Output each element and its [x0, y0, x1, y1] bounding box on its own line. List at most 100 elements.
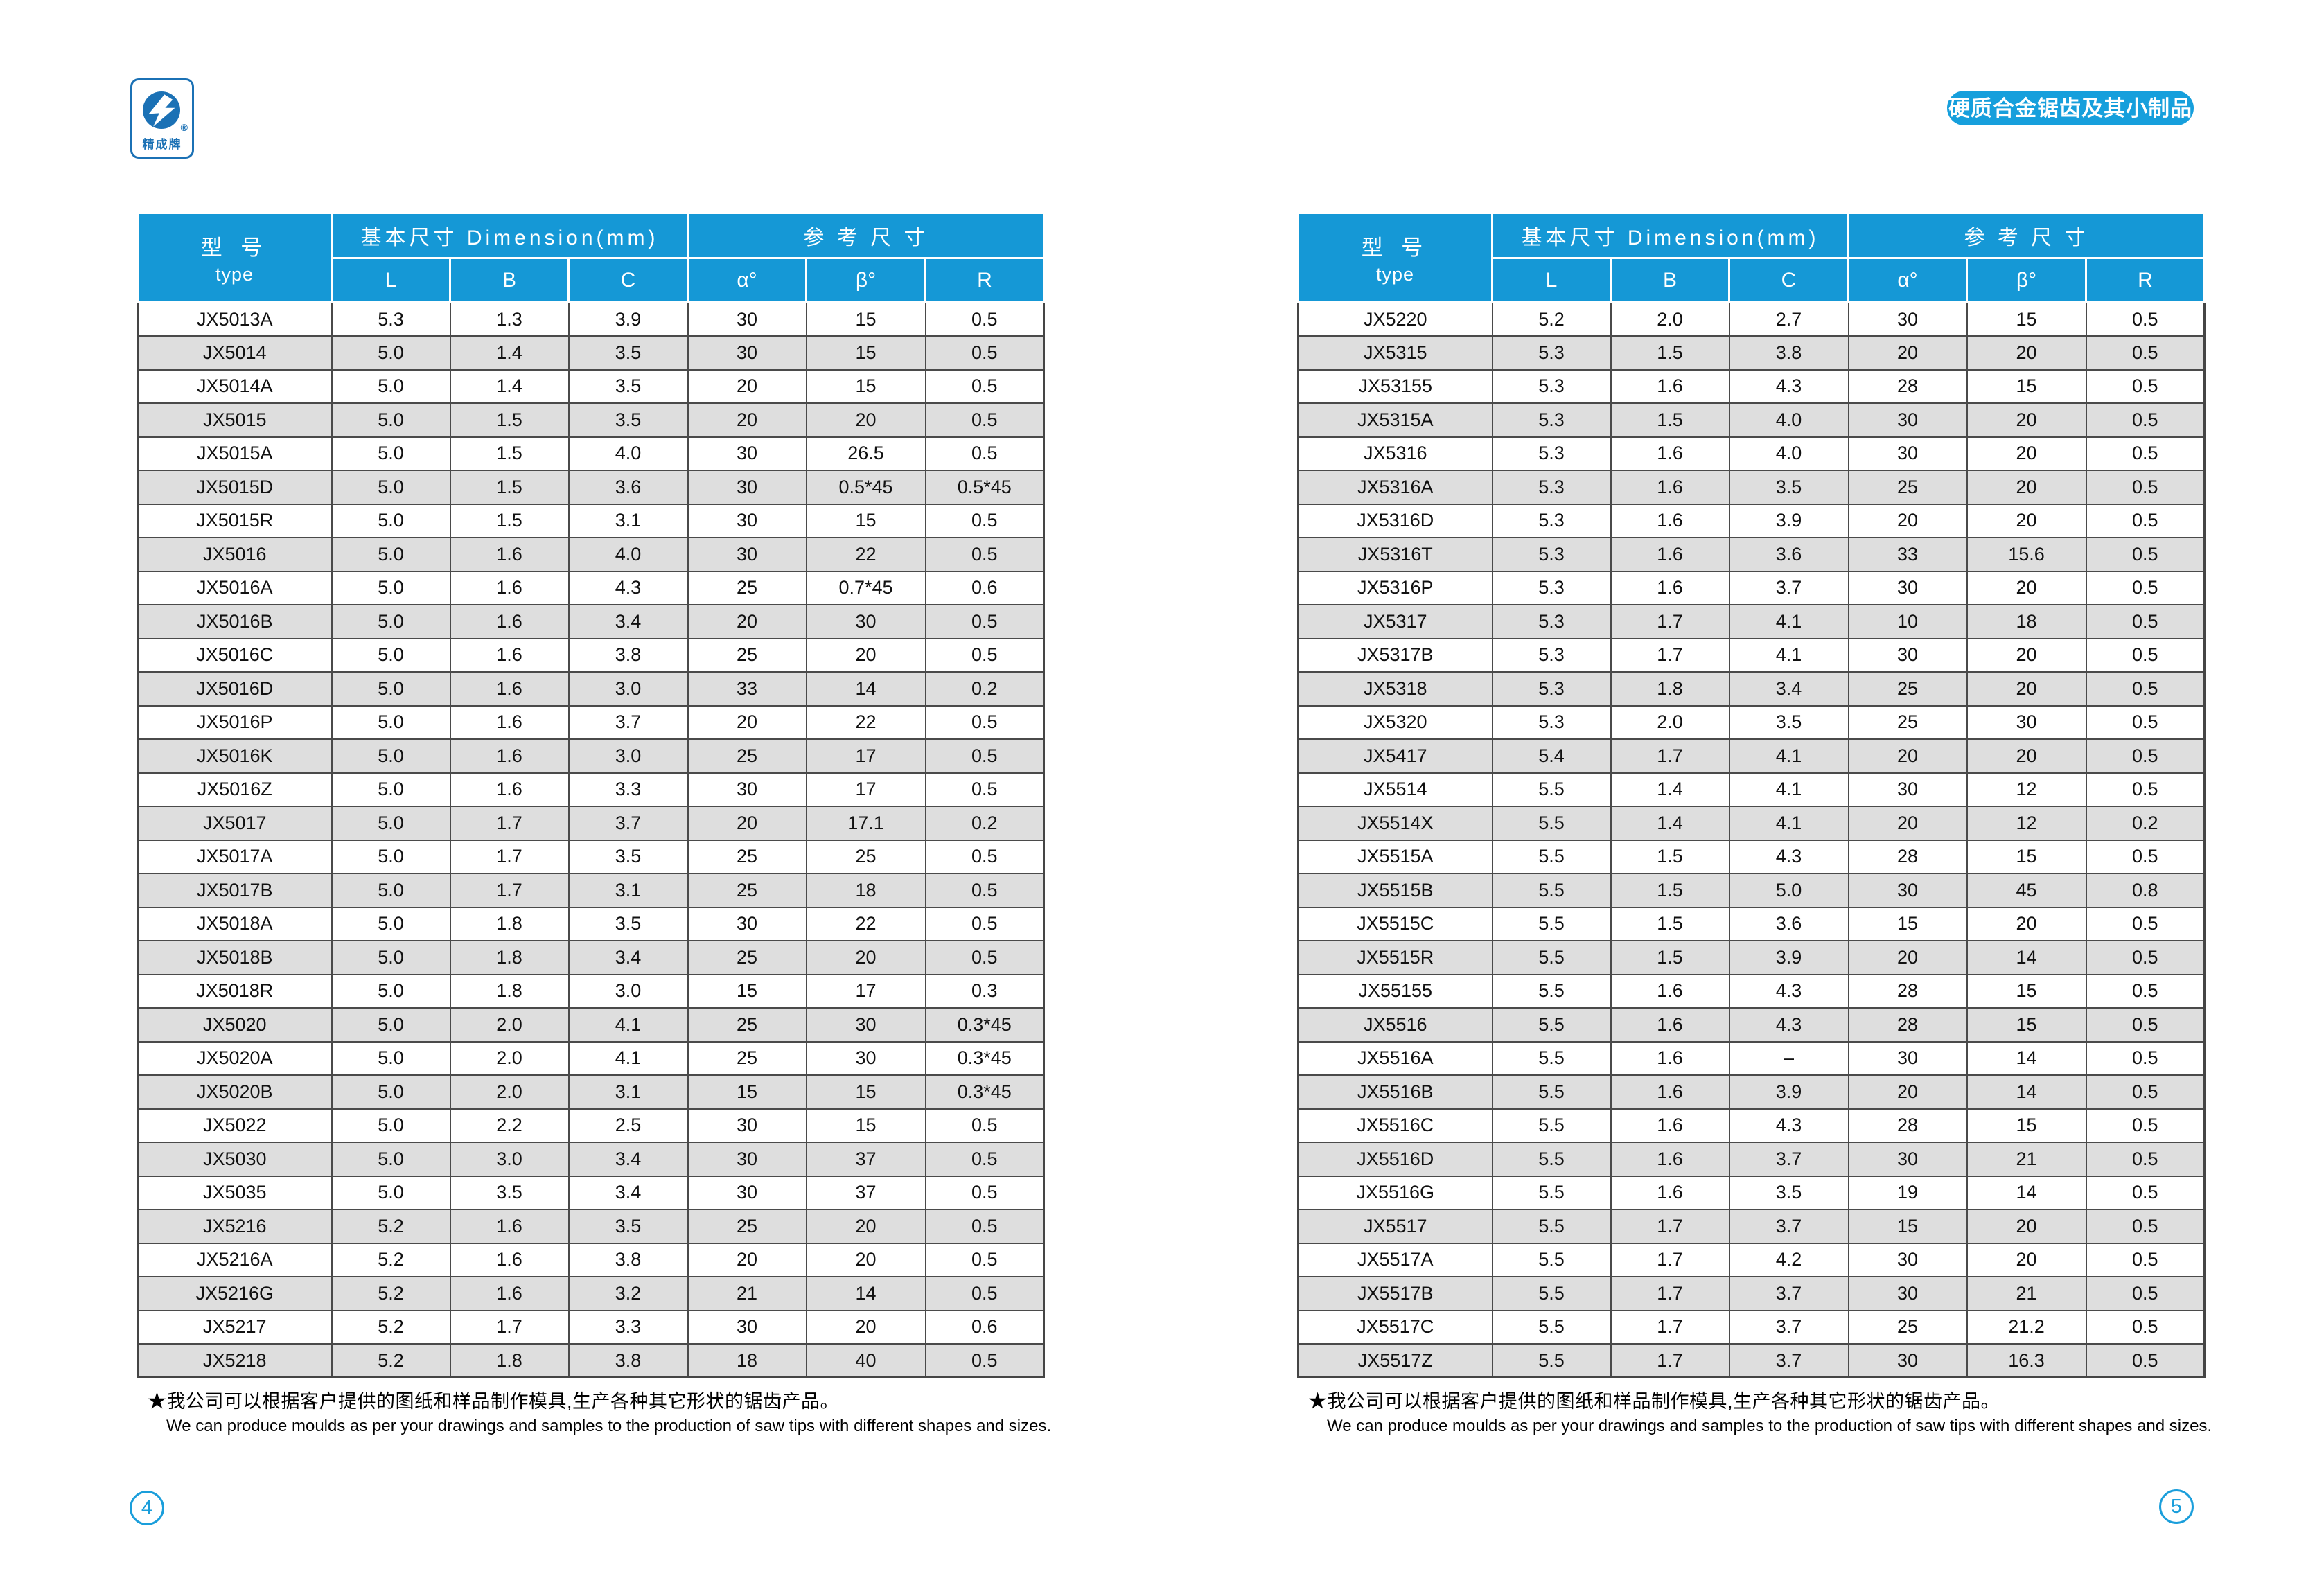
value-cell: 0.8	[2085, 873, 2206, 908]
value-cell: 21	[1966, 1276, 2087, 1311]
value-cell: 5.3	[1491, 402, 1612, 438]
table-row: JX5516D 5.5 1.6 3.7 30 21 0.5	[1297, 1142, 2206, 1177]
table-row: JX5417 5.4 1.7 4.1 20 20 0.5	[1297, 738, 2206, 774]
type-cell: JX5022	[137, 1108, 333, 1143]
value-cell: 2.0	[1610, 301, 1730, 337]
value-cell: 1.8	[449, 906, 570, 941]
group-header-basic: 基本尺寸 Dimension(mm)	[1491, 212, 1849, 259]
value-cell: 4.3	[1728, 1108, 1849, 1143]
type-cell: JX5015A	[137, 436, 333, 471]
value-cell: 0.5	[2085, 772, 2206, 807]
value-cell: 3.7	[567, 806, 689, 841]
table-row: JX5316T 5.3 1.6 3.6 33 15.6 0.5	[1297, 537, 2206, 572]
value-cell: 0.5	[2085, 1209, 2206, 1244]
value-cell: 1.5	[449, 503, 570, 538]
type-cell: JX53155	[1297, 369, 1493, 404]
value-cell: 3.5	[1728, 1175, 1849, 1210]
value-cell: 20	[687, 604, 807, 639]
value-cell: 1.7	[1610, 1276, 1730, 1311]
value-cell: 1.6	[449, 1276, 570, 1311]
value-cell: 3.4	[567, 940, 689, 975]
value-cell: 20	[805, 637, 926, 673]
page-number-right: 5	[2159, 1489, 2194, 1524]
type-cell: JX5516C	[1297, 1108, 1493, 1143]
value-cell: 20	[1847, 335, 1968, 371]
value-cell: 0.3*45	[924, 1007, 1045, 1043]
type-cell: JX5016	[137, 537, 333, 572]
value-cell: 15.6	[1966, 537, 2087, 572]
value-cell: 0.5	[2085, 570, 2206, 605]
value-cell: 0.5	[2085, 704, 2206, 740]
value-cell: 14	[1966, 940, 2087, 975]
type-cell: JX5516	[1297, 1007, 1493, 1043]
type-cell: JX5517C	[1297, 1309, 1493, 1345]
col-header-type-en: type	[215, 264, 254, 285]
type-cell: JX5317B	[1297, 637, 1493, 673]
table-row: JX5517A 5.5 1.7 4.2 30 20 0.5	[1297, 1242, 2206, 1277]
value-cell: 20	[1966, 671, 2087, 707]
type-cell: JX5016Z	[137, 772, 333, 807]
type-cell: JX5013A	[137, 301, 333, 337]
table-row: JX5516 5.5 1.6 4.3 28 15 0.5	[1297, 1007, 2206, 1043]
value-cell: 5.2	[331, 1276, 451, 1311]
value-cell: 0.5	[2085, 1242, 2206, 1277]
value-cell: 5.5	[1491, 1309, 1612, 1345]
value-cell: 1.6	[449, 1209, 570, 1244]
type-cell: JX5016K	[137, 738, 333, 774]
value-cell: 1.7	[1610, 637, 1730, 673]
value-cell: 5.5	[1491, 839, 1612, 874]
value-cell: 2.0	[449, 1074, 570, 1110]
value-cell: 14	[805, 1276, 926, 1311]
value-cell: 3.0	[567, 973, 689, 1009]
value-cell: 1.7	[449, 839, 570, 874]
table-row: JX5014 5.0 1.4 3.5 30 15 0.5	[137, 335, 1045, 371]
table-row: JX5217 5.2 1.7 3.3 30 20 0.6	[137, 1309, 1045, 1345]
value-cell: 0.5	[924, 906, 1045, 941]
value-cell: 1.7	[1610, 604, 1730, 639]
type-cell: JX5320	[1297, 704, 1493, 740]
table-row: JX5216G 5.2 1.6 3.2 21 14 0.5	[137, 1276, 1045, 1311]
value-cell: 14	[805, 671, 926, 707]
value-cell: 30	[687, 1309, 807, 1345]
type-cell: JX5318	[1297, 671, 1493, 707]
value-cell: 4.3	[1728, 839, 1849, 874]
value-cell: 0.5	[2085, 369, 2206, 404]
value-cell: 0.5	[924, 402, 1045, 438]
table-row: JX5316P 5.3 1.6 3.7 30 20 0.5	[1297, 570, 2206, 605]
table-row: JX5022 5.0 2.2 2.5 30 15 0.5	[137, 1108, 1045, 1143]
value-cell: 30	[687, 906, 807, 941]
table-row: JX5015 5.0 1.5 3.5 20 20 0.5	[137, 402, 1045, 438]
value-cell: 0.5	[2085, 1175, 2206, 1210]
value-cell: 3.7	[1728, 1309, 1849, 1345]
value-cell: 5.0	[331, 503, 451, 538]
table-row: JX5013A 5.3 1.3 3.9 30 15 0.5	[137, 301, 1045, 337]
type-cell: JX5020B	[137, 1074, 333, 1110]
type-cell: JX5014	[137, 335, 333, 371]
value-cell: 0.5	[924, 1175, 1045, 1210]
value-cell: 0.5	[924, 738, 1045, 774]
value-cell: 0.7*45	[805, 570, 926, 605]
table-row: JX5017A 5.0 1.7 3.5 25 25 0.5	[137, 839, 1045, 874]
col-header-beta: β°	[1966, 257, 2087, 303]
value-cell: 0.5	[2085, 906, 2206, 941]
brand-name: 精成牌	[142, 138, 182, 151]
value-cell: 28	[1847, 1007, 1968, 1043]
type-cell: JX5517Z	[1297, 1343, 1493, 1378]
value-cell: 28	[1847, 973, 1968, 1009]
value-cell: 5.2	[331, 1309, 451, 1345]
table-row: JX5018R 5.0 1.8 3.0 15 17 0.3	[137, 973, 1045, 1009]
table-row: JX5315 5.3 1.5 3.8 20 20 0.5	[1297, 335, 2206, 371]
value-cell: 20	[805, 1209, 926, 1244]
value-cell: 5.0	[331, 839, 451, 874]
value-cell: 30	[687, 503, 807, 538]
value-cell: 40	[805, 1343, 926, 1378]
value-cell: 0.3*45	[924, 1040, 1045, 1076]
table-row: JX5515C 5.5 1.5 3.6 15 20 0.5	[1297, 906, 2206, 941]
type-cell: JX5216	[137, 1209, 333, 1244]
value-cell: 0.5	[924, 604, 1045, 639]
value-cell: 30	[1847, 637, 1968, 673]
type-cell: JX5018A	[137, 906, 333, 941]
value-cell: 5.2	[1491, 301, 1612, 337]
value-cell: 28	[1847, 839, 1968, 874]
value-cell: 2.7	[1728, 301, 1849, 337]
